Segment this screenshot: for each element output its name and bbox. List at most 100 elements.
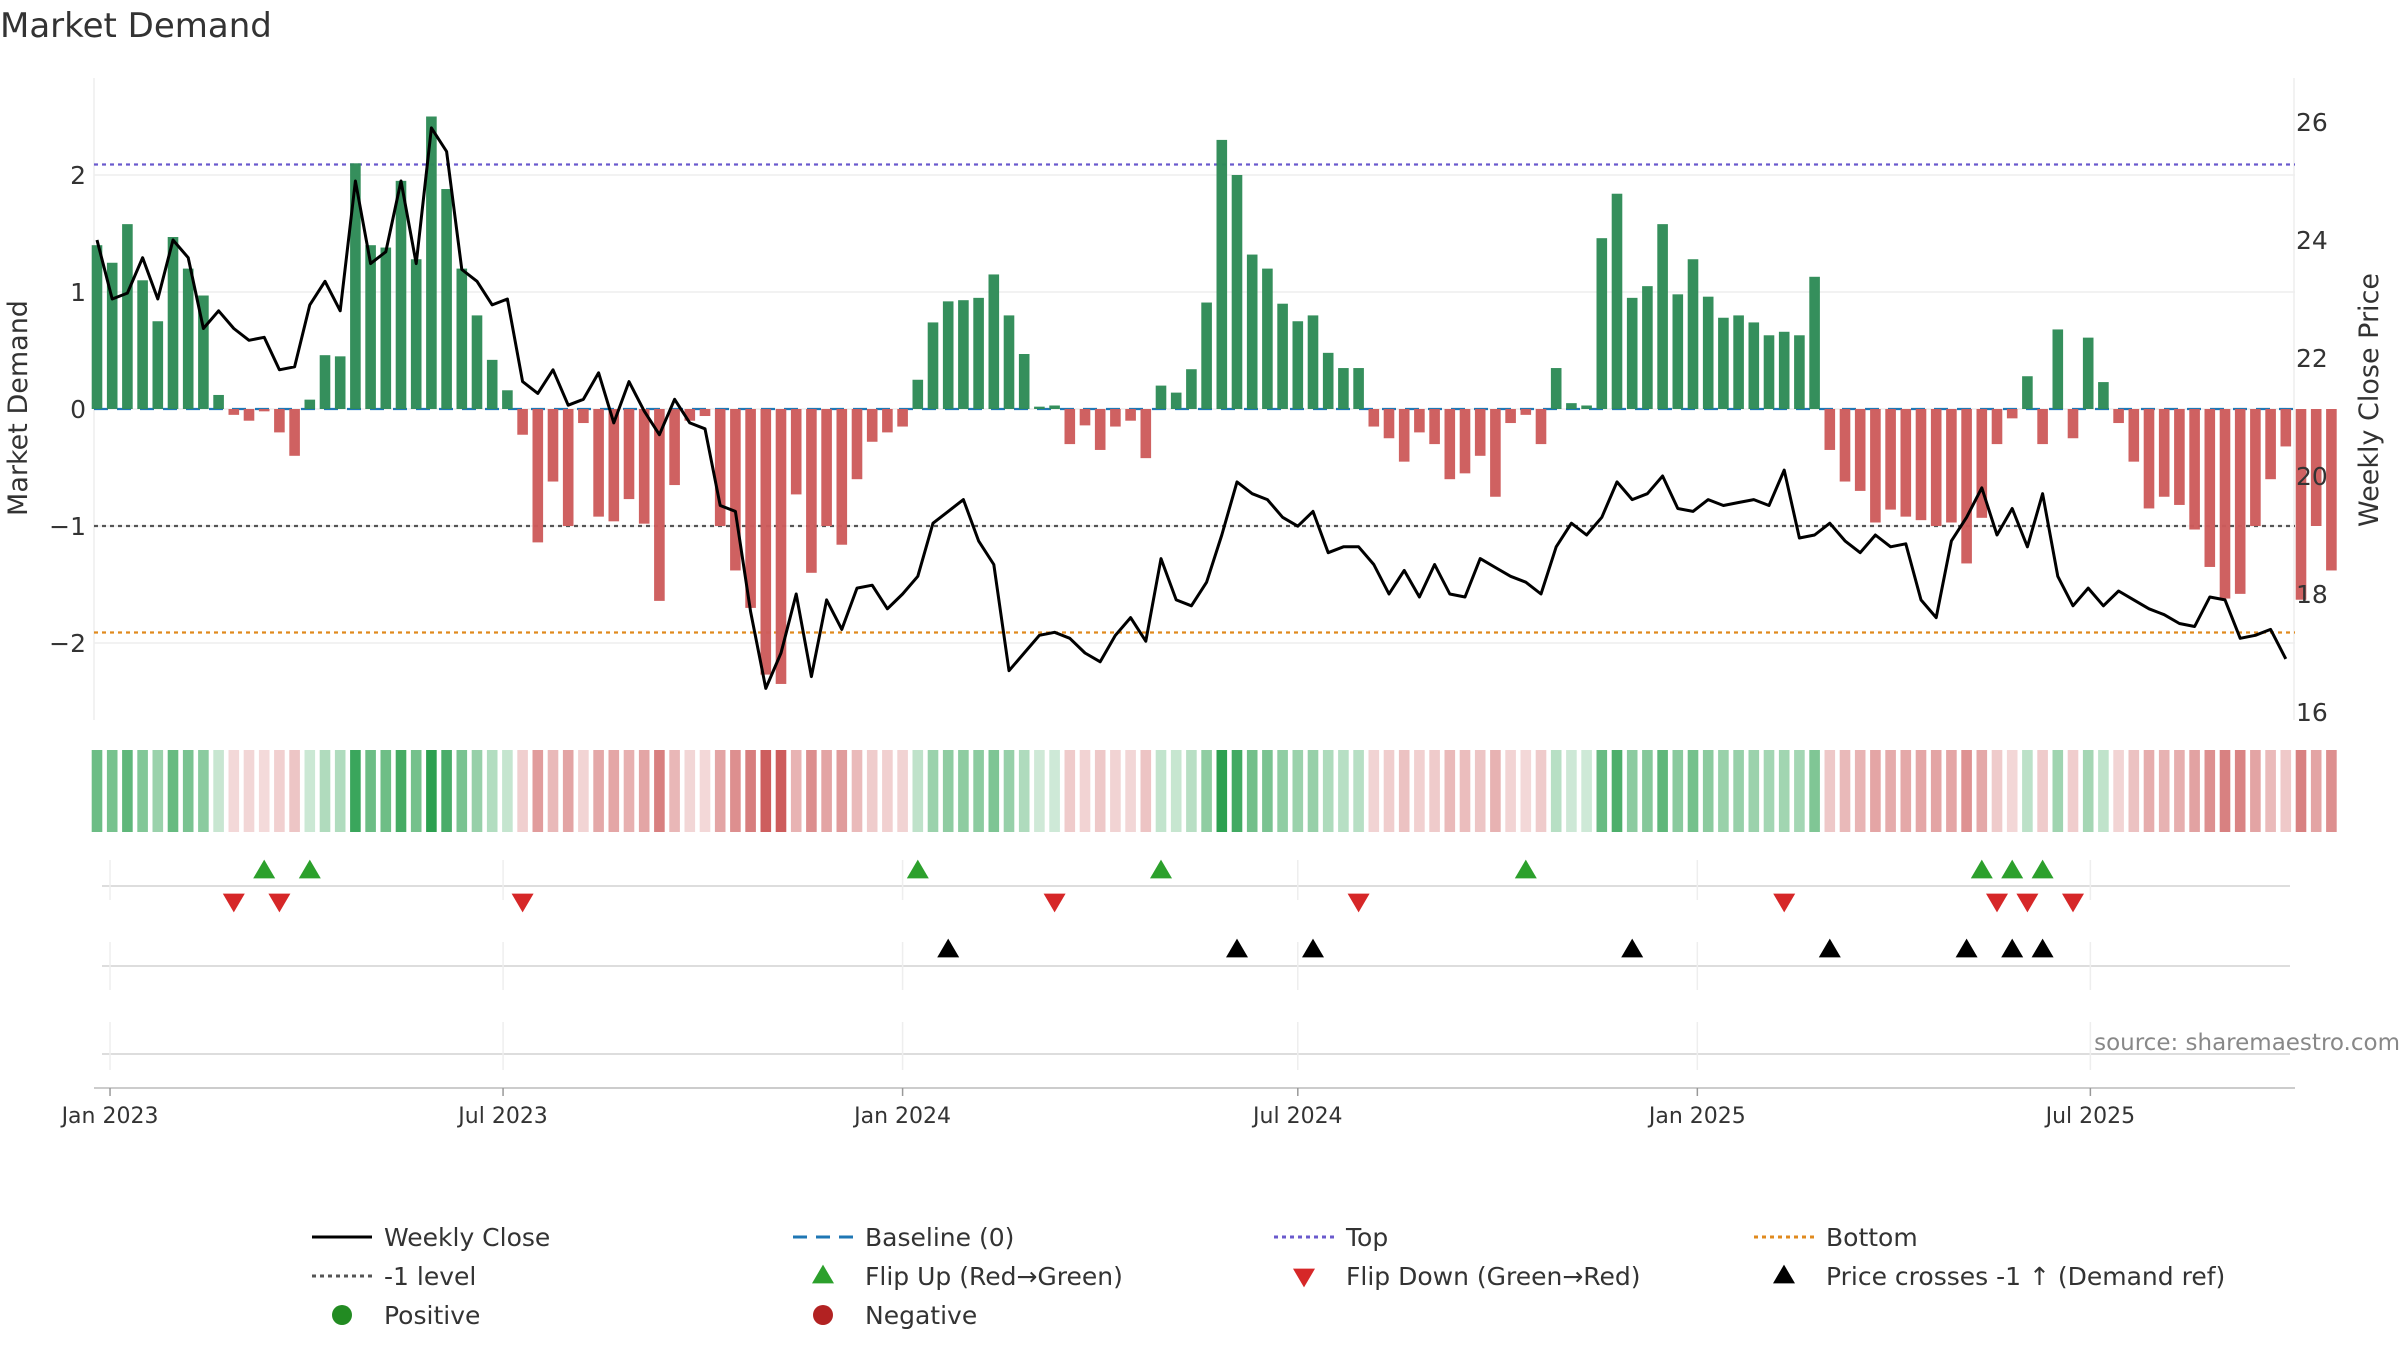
demand-bar — [1246, 254, 1258, 409]
demand-bar — [851, 409, 863, 480]
heat-cell — [1505, 750, 1516, 832]
heat-cell — [471, 750, 483, 832]
demand-bar — [502, 390, 513, 409]
y-right-tick-label: 24 — [2296, 226, 2328, 255]
demand-bar — [319, 355, 331, 409]
heat-cell — [1824, 750, 1836, 832]
demand-bar — [593, 409, 604, 517]
x-tick-label: Jan 2023 — [60, 1104, 159, 1129]
y-right-tick-label: 16 — [2296, 698, 2328, 727]
demand-bar — [2128, 409, 2140, 462]
heat-cell — [152, 750, 164, 832]
demand-bar — [1414, 409, 1425, 433]
heat-cell — [1034, 750, 1045, 832]
heat-cell — [106, 750, 118, 832]
heat-cell — [410, 750, 422, 832]
price-cross-marker — [1621, 938, 1644, 958]
heat-cell — [730, 750, 741, 832]
heat-cell — [927, 750, 939, 832]
demand-bar — [198, 295, 209, 409]
demand-bar — [1140, 409, 1152, 459]
heat-cell — [1398, 750, 1410, 832]
heat-cell — [1292, 750, 1304, 832]
legend-item: Weekly Close — [312, 1223, 550, 1252]
heat-cell — [1368, 750, 1380, 832]
legend-label: Bottom — [1826, 1223, 1918, 1252]
legend-item: Negative — [813, 1301, 977, 1330]
heat-cell — [958, 750, 969, 832]
legend-item: Flip Up (Red→Green) — [812, 1262, 1123, 1291]
legend-label: -1 level — [384, 1262, 476, 1291]
demand-bar — [1277, 303, 1288, 409]
demand-bar — [2082, 337, 2094, 409]
legend: Weekly Close Baseline (0) Top Bottom -1 leve… — [312, 1223, 2225, 1330]
heat-cell — [988, 750, 1000, 832]
legend-item: -1 level — [312, 1262, 476, 1291]
demand-bar — [1383, 409, 1395, 439]
demand-bar — [1505, 409, 1516, 424]
legend-item: Positive — [332, 1301, 480, 1330]
demand-bar — [562, 409, 574, 526]
price-cross-marker — [2031, 938, 2054, 958]
heat-cell — [2022, 750, 2033, 832]
heat-cell — [1626, 750, 1638, 832]
heat-cell — [593, 750, 604, 832]
demand-bar — [1824, 409, 1836, 450]
flip-up-marker — [1970, 859, 1993, 879]
heat-cell — [1672, 750, 1684, 832]
heat-cell — [289, 750, 300, 832]
y-right-tick-label: 18 — [2296, 580, 2328, 609]
signal-markers: Jan 2023 Jul 2023 Jan 2024 Jul 2024 Jan 2025… — [60, 859, 2295, 1129]
y-left-tick-label: 1 — [70, 278, 86, 307]
demand-bar — [334, 356, 346, 409]
legend-item: Top — [1274, 1223, 1388, 1252]
demand-bar — [289, 409, 300, 456]
demand-bar — [122, 224, 133, 409]
heat-cell — [1900, 750, 1912, 832]
heat-cell — [1748, 750, 1760, 832]
heat-cell — [2052, 750, 2064, 832]
heat-cell — [1201, 750, 1212, 832]
heat-cell — [1946, 750, 1957, 832]
heat-cell — [578, 750, 589, 832]
heat-cell — [1429, 750, 1440, 832]
heat-cell — [1277, 750, 1288, 832]
heat-cell — [1885, 750, 1896, 832]
heat-cell — [1839, 750, 1851, 832]
y-axis-right-label: Weekly Close Price — [2354, 273, 2385, 527]
demand-bar — [258, 409, 270, 412]
demand-bar — [1307, 315, 1319, 409]
heat-cell — [365, 750, 376, 832]
heat-cell — [1262, 750, 1273, 832]
demand-bar — [350, 163, 361, 409]
heat-cell — [1338, 750, 1349, 832]
heat-cell — [1474, 750, 1486, 832]
demand-bar — [213, 394, 224, 409]
demand-heat-strip — [91, 750, 2337, 832]
demand-bar — [1338, 368, 1349, 409]
flip-up-marker — [298, 859, 321, 879]
legend-label: Positive — [384, 1301, 480, 1330]
heat-cell — [1064, 750, 1076, 832]
demand-bar — [274, 409, 285, 433]
heat-cell — [1596, 750, 1608, 832]
demand-bar — [2189, 409, 2200, 530]
demand-bar — [882, 409, 893, 433]
heat-cell — [684, 750, 696, 832]
demand-bar — [456, 268, 468, 409]
demand-bar — [760, 409, 772, 675]
demand-bar — [745, 409, 756, 608]
demand-bar — [806, 409, 817, 573]
legend-item: Flip Down (Green→Red) — [1293, 1262, 1641, 1291]
demand-bar — [1231, 175, 1243, 409]
heat-cell — [228, 750, 240, 832]
heat-cell — [2143, 750, 2155, 832]
heat-cell — [380, 750, 392, 832]
demand-bar — [1444, 409, 1456, 480]
demand-bar — [2280, 409, 2292, 447]
demand-bar — [988, 274, 1000, 409]
heat-cell — [1125, 750, 1136, 832]
price-cross-marker — [1226, 938, 1248, 958]
heat-cell — [2113, 750, 2124, 832]
demand-bar — [836, 409, 848, 545]
